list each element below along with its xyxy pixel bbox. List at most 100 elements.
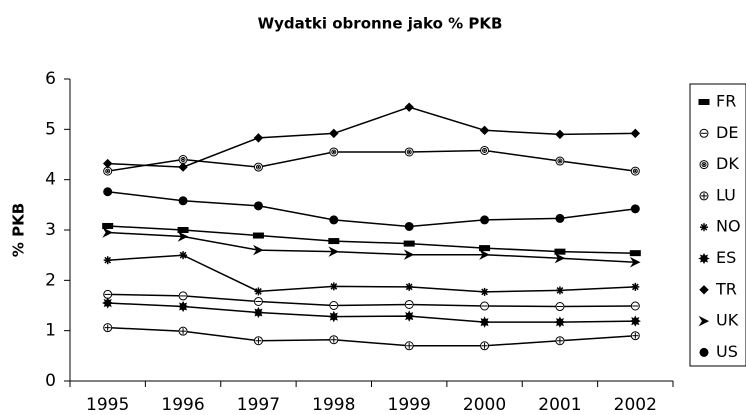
x-tick-label: 1998 bbox=[312, 395, 355, 415]
y-axis-label: % PKB bbox=[10, 203, 28, 257]
series-line bbox=[107, 293, 636, 308]
marker-part bbox=[403, 249, 415, 260]
marker bbox=[103, 289, 113, 299]
marker bbox=[253, 296, 263, 306]
marker bbox=[629, 315, 641, 327]
marker bbox=[403, 249, 415, 260]
marker-part bbox=[479, 249, 490, 260]
marker-part bbox=[483, 149, 486, 152]
series-line bbox=[107, 149, 636, 172]
marker bbox=[480, 145, 490, 155]
marker-part bbox=[629, 256, 641, 268]
marker-part bbox=[253, 201, 263, 211]
marker-part bbox=[700, 223, 708, 231]
marker-part bbox=[408, 150, 411, 154]
x-tick-label: 1996 bbox=[161, 395, 204, 415]
marker bbox=[479, 249, 490, 260]
marker-part bbox=[698, 315, 710, 327]
marker bbox=[252, 306, 265, 319]
marker-part bbox=[554, 316, 566, 328]
marker bbox=[555, 213, 565, 223]
marker bbox=[328, 246, 339, 257]
marker-part bbox=[181, 158, 185, 161]
marker-part bbox=[555, 129, 565, 140]
marker bbox=[630, 128, 641, 139]
marker bbox=[630, 166, 640, 176]
legend-marker bbox=[700, 223, 708, 232]
marker-part bbox=[403, 240, 415, 247]
marker-part bbox=[698, 99, 710, 105]
marker-part bbox=[556, 287, 564, 294]
series-line bbox=[107, 225, 636, 254]
marker bbox=[329, 215, 339, 225]
legend-box bbox=[689, 83, 746, 367]
marker-part bbox=[481, 288, 488, 296]
y-tick-label: 2 bbox=[45, 270, 56, 290]
marker bbox=[404, 299, 414, 309]
legend-marker bbox=[699, 191, 709, 201]
marker-part bbox=[257, 165, 260, 169]
marker-part bbox=[404, 221, 414, 231]
marker bbox=[631, 282, 640, 291]
marker-part bbox=[178, 162, 188, 172]
marker bbox=[103, 256, 112, 265]
marker bbox=[630, 204, 640, 214]
marker bbox=[555, 302, 565, 312]
marker-part bbox=[178, 196, 188, 206]
marker-part bbox=[554, 248, 566, 255]
marker bbox=[329, 301, 339, 310]
marker bbox=[102, 227, 113, 238]
marker-part bbox=[699, 285, 709, 295]
series-line bbox=[107, 231, 636, 263]
marker-part bbox=[179, 251, 187, 259]
marker-part bbox=[634, 170, 637, 173]
marker-part bbox=[103, 187, 113, 197]
legend-marker bbox=[699, 347, 709, 357]
legend-label: ES bbox=[716, 248, 736, 267]
marker-part bbox=[558, 159, 562, 163]
marker-part bbox=[106, 170, 109, 173]
marker bbox=[479, 125, 490, 136]
marker bbox=[253, 133, 264, 143]
marker-part bbox=[630, 128, 641, 139]
legend-label: LU bbox=[716, 185, 736, 204]
marker-part bbox=[555, 213, 565, 223]
x-tick-label: 1995 bbox=[86, 395, 129, 415]
marker-part bbox=[329, 215, 339, 225]
y-tick-label: 4 bbox=[45, 170, 56, 190]
marker-part bbox=[702, 163, 706, 166]
marker bbox=[328, 238, 340, 245]
marker bbox=[178, 196, 188, 206]
marker bbox=[102, 222, 114, 229]
legend-label: TR bbox=[715, 279, 737, 298]
marker bbox=[178, 326, 188, 336]
marker-part bbox=[698, 252, 710, 265]
legend-marker bbox=[699, 285, 709, 295]
marker bbox=[404, 221, 414, 231]
marker-part bbox=[404, 102, 414, 112]
marker-part bbox=[104, 256, 112, 264]
marker bbox=[103, 166, 113, 176]
marker bbox=[179, 251, 188, 260]
x-tick-label: 2001 bbox=[538, 395, 581, 415]
legend-label: US bbox=[716, 342, 738, 361]
marker-part bbox=[177, 300, 189, 313]
marker-part bbox=[102, 297, 114, 309]
marker-part bbox=[255, 288, 262, 295]
series-line bbox=[107, 326, 636, 347]
marker-part bbox=[252, 232, 264, 239]
marker-part bbox=[329, 128, 339, 139]
y-tick-label: 6 bbox=[45, 69, 56, 89]
marker bbox=[253, 336, 263, 346]
legend-label: DE bbox=[716, 123, 738, 142]
marker bbox=[252, 232, 264, 239]
y-tick-label: 0 bbox=[45, 371, 56, 391]
marker bbox=[555, 129, 565, 140]
marker-part bbox=[403, 310, 415, 322]
x-tick-label: 1997 bbox=[237, 395, 280, 415]
marker bbox=[629, 256, 641, 268]
y-tick-label: 3 bbox=[45, 220, 56, 240]
marker bbox=[480, 341, 490, 351]
marker bbox=[253, 201, 263, 211]
marker-part bbox=[328, 310, 340, 323]
